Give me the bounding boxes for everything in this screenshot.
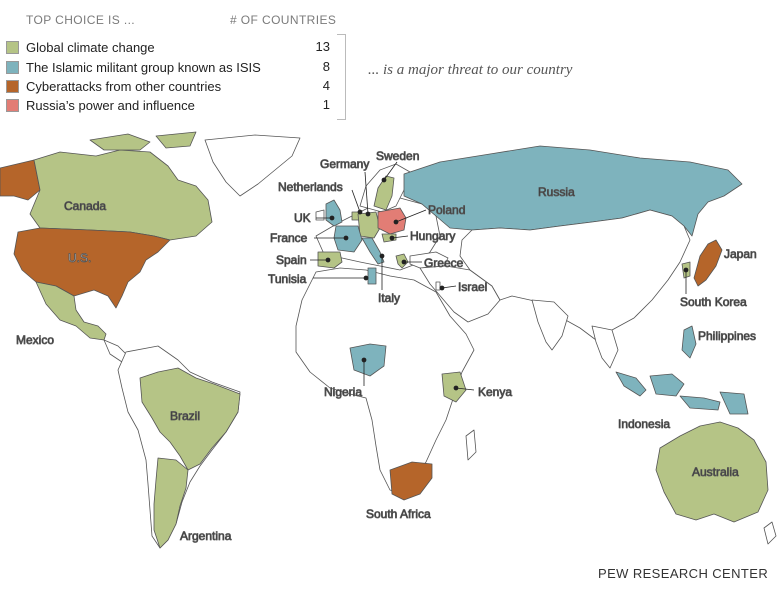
uk-shape [325,199,343,227]
nigeria-shape [349,343,387,377]
label-argentina: Argentina [180,529,232,543]
label-nigeria: Nigeria [324,385,362,399]
brazil-shape [139,367,241,471]
south-africa-shape [389,461,433,501]
world-map: Canada U.S. Mexico Brazil Argentina Germ… [0,131,777,549]
label-australia: Australia [692,465,739,479]
india-shape [531,299,569,351]
label-philippines: Philippines [698,329,756,343]
philippines-shape [681,325,697,359]
canada-islands-shape [89,131,197,151]
legend-swatch-climate [6,40,19,54]
alaska-shape [0,159,41,201]
label-italy: Italy [378,291,400,305]
label-spain: Spain [276,253,307,267]
middle-east-shape [419,265,501,323]
mexico-shape [35,281,107,341]
label-germany: Germany [320,157,369,171]
ireland-shape [315,209,325,221]
label-south-korea: South Korea [680,295,747,309]
label-france: France [270,231,308,245]
legend-swatch-russia [6,98,19,112]
legend-label-isis: The Islamic militant group known as ISIS [26,59,261,75]
label-poland: Poland [428,203,465,217]
italy-shape [361,237,385,265]
legend-count-isis: 8 [322,59,330,74]
us-shape [13,227,171,309]
greenland-shape [204,134,301,197]
label-tunisia: Tunisia [268,272,307,286]
source-credit: PEW RESEARCH CENTER [598,566,769,581]
israel-shape [435,281,441,291]
label-indonesia: Indonesia [618,417,670,431]
legend-item-isis: The Islamic militant group known as ISIS [6,58,261,76]
tunisia-shape [367,267,377,285]
label-mexico: Mexico [16,333,54,347]
canada-shape [29,149,213,241]
legend-item-climate: Global climate change [6,38,155,56]
legend-header-choice: TOP CHOICE IS ... [26,13,136,27]
legend-count-climate: 13 [315,39,330,54]
legend-swatch-cyber [6,79,19,93]
label-south-africa: South Africa [366,507,431,521]
label-us: U.S. [68,251,91,265]
legend-item-cyber: Cyberattacks from other countries [6,77,221,95]
poland-shape [377,207,407,235]
argentina-shape [153,457,189,549]
indonesia-shape [615,371,749,415]
legend-label-climate: Global climate change [26,39,155,55]
japan-shape [693,239,723,287]
legend-count-russia: 1 [322,97,330,112]
legend-item-russia: Russia’s power and influence [6,96,195,114]
label-hungary: Hungary [410,229,455,243]
label-pointers [310,161,689,391]
asia-shape [459,209,691,341]
new-zealand-shape [763,521,777,545]
label-russia: Russia [538,185,575,199]
southeast-asia-shape [591,325,619,369]
label-sweden: Sweden [376,149,419,163]
legend-swatch-isis [6,60,19,74]
legend-label-cyber: Cyberattacks from other countries [26,78,222,94]
label-greece: Greece [424,256,464,270]
sweden-shape [373,175,395,211]
madagascar-shape [465,429,477,461]
label-netherlands: Netherlands [278,180,343,194]
label-canada: Canada [64,199,106,213]
threat-note: ... is a major threat to our country [368,62,573,78]
label-uk: UK [294,211,311,225]
label-brazil: Brazil [170,409,200,423]
label-japan: Japan [724,247,757,261]
label-israel: Israel [458,280,487,294]
legend-label-russia: Russia’s power and influence [26,97,195,113]
legend-count-cyber: 4 [322,78,330,93]
legend-header-count: # OF COUNTRIES [230,13,337,27]
legend-bracket [337,34,346,120]
australia-shape [655,421,769,523]
label-kenya: Kenya [478,385,512,399]
